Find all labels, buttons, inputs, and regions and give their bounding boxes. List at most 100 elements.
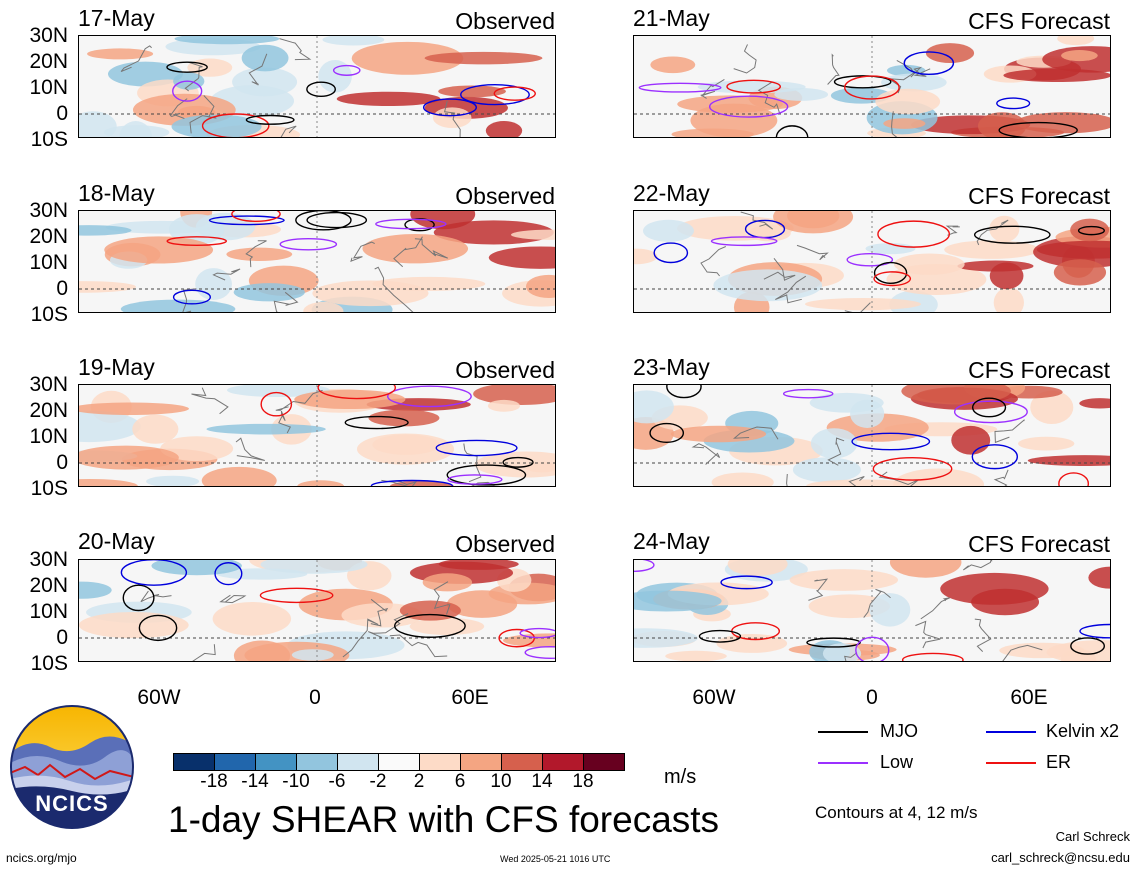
contour: [387, 385, 472, 408]
contour: [873, 271, 912, 287]
shear-blob: [1003, 68, 1110, 82]
contour: [901, 652, 964, 661]
shear-blob: [1027, 455, 1110, 466]
footer-author: Carl Schreck: [1055, 829, 1130, 844]
shear-blob: [206, 423, 326, 435]
coastline: [1002, 644, 1043, 661]
figure-title: 1-day SHEAR with CFS forecasts: [168, 799, 720, 840]
coastline: [976, 219, 1009, 246]
shear-blob: [372, 434, 440, 455]
colorbar-swatch: [542, 753, 584, 771]
shear-blob: [875, 88, 941, 115]
shear-blob: [727, 560, 788, 576]
contour: [855, 636, 890, 661]
coastline: [796, 244, 829, 261]
shear-blob: [87, 48, 154, 60]
colorbar-label: 10: [490, 771, 512, 792]
shear-blob: [511, 229, 555, 240]
contour: [306, 211, 368, 229]
contour: [245, 114, 295, 125]
panel-date: 17-May: [78, 5, 155, 31]
shear-blob: [925, 43, 975, 64]
coastline: [827, 437, 845, 466]
coastline: [863, 588, 891, 618]
shear-blob: [806, 479, 919, 486]
coastline: [279, 38, 312, 61]
colorbar-label: -10: [282, 771, 310, 792]
lon-label: 0: [309, 686, 321, 709]
shear-blob: [233, 283, 305, 302]
contour: [998, 121, 1078, 137]
shear-blob: [318, 59, 352, 93]
contour: [259, 587, 334, 604]
shear-blob: [1053, 259, 1107, 286]
contour: [844, 75, 900, 100]
contour: [1070, 637, 1106, 655]
contour: [120, 560, 188, 586]
lat-label: 30N: [29, 24, 68, 47]
panel-date: 21-May: [633, 5, 710, 31]
shear-field: [634, 211, 1110, 312]
shear-blob: [1030, 390, 1074, 424]
coastline: [463, 443, 482, 483]
coastline: [368, 613, 409, 639]
contour: [708, 95, 789, 118]
shear-blob: [525, 274, 555, 298]
lat-label: 30N: [29, 548, 68, 571]
lat-label: 10S: [30, 128, 68, 151]
shear-blob: [805, 297, 921, 311]
contour: [524, 646, 555, 660]
contour: [996, 97, 1031, 110]
shear-map: [633, 559, 1111, 662]
shear-map: [78, 210, 556, 313]
coastline: [915, 620, 941, 649]
shear-blob: [634, 590, 722, 612]
shear-map: [78, 559, 556, 662]
colorbar-label: 18: [572, 771, 594, 792]
contour: [208, 215, 285, 226]
shear-blob: [473, 385, 555, 405]
lat-label: 0: [56, 277, 68, 300]
shear-blob: [409, 617, 485, 636]
contour: [172, 80, 203, 102]
coastline: [844, 652, 858, 661]
coastline: [700, 78, 725, 99]
contour: [332, 64, 361, 76]
coastline: [775, 275, 807, 304]
coastline: [471, 481, 495, 486]
coastline: [887, 59, 915, 94]
coastline: [920, 597, 951, 620]
legend-label-low: Low: [880, 752, 914, 772]
shear-blob: [368, 409, 440, 427]
shear-blob: [716, 634, 788, 653]
shear-blob: [977, 112, 1027, 137]
contour: [634, 560, 655, 572]
contour: [375, 218, 447, 230]
contour: [720, 575, 773, 590]
shear-blob: [79, 410, 141, 443]
shear-map: [633, 210, 1111, 313]
panel-header-observed: Observed: [455, 531, 555, 557]
shear-blob: [146, 475, 200, 486]
contour: [971, 444, 1019, 470]
contour: [519, 627, 555, 639]
shear-blob: [488, 246, 555, 269]
coastline: [974, 618, 992, 652]
logo-text: NCICS: [35, 791, 109, 816]
footer-url[interactable]: ncics.org/mjo: [6, 851, 77, 865]
shear-blob: [881, 73, 947, 92]
shear-map: [78, 384, 556, 487]
colorbar-swatch: [501, 753, 543, 771]
lat-label: 10N: [29, 76, 68, 99]
colorbar-label: -2: [369, 771, 387, 792]
footer-email[interactable]: carl_schreck@ncsu.edu: [991, 850, 1130, 865]
shear-blob: [438, 85, 506, 98]
lat-label: 0: [56, 102, 68, 125]
shear-blob: [1046, 640, 1110, 661]
lat-label: 10S: [30, 477, 68, 500]
panel-date: 23-May: [633, 354, 710, 380]
lat-label: 30N: [29, 373, 68, 396]
coastline: [394, 480, 418, 486]
contour: [231, 211, 281, 222]
contour: [422, 98, 477, 117]
